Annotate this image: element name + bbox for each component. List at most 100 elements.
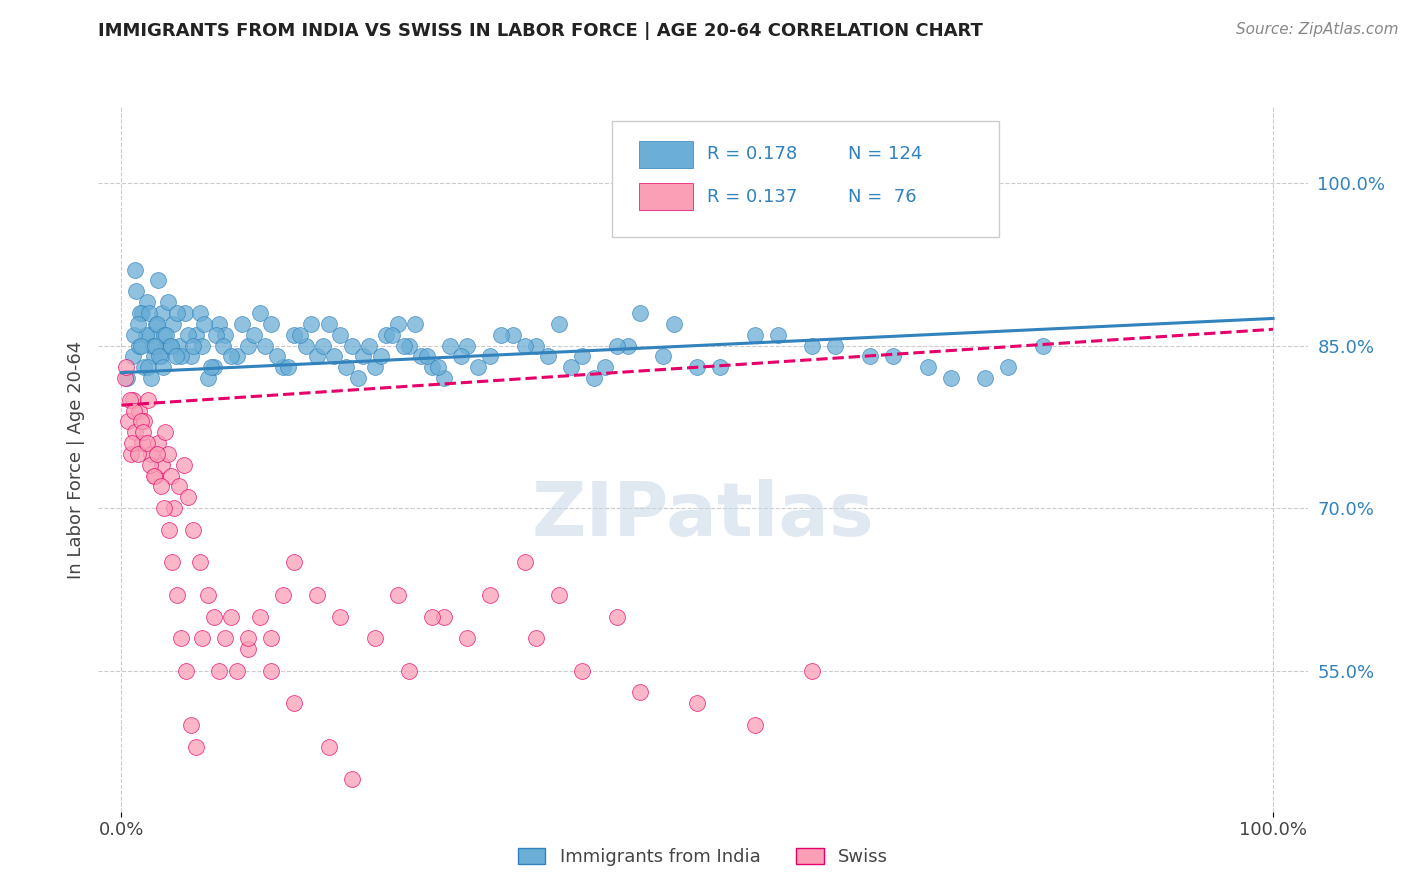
Point	[524, 338, 547, 352]
Point	[939, 371, 962, 385]
Text: ZIPatlas: ZIPatlas	[531, 479, 875, 552]
Point	[202, 609, 225, 624]
Point	[243, 327, 266, 342]
Point	[136, 360, 159, 375]
Point	[188, 306, 211, 320]
Point	[128, 403, 150, 417]
Point	[398, 664, 420, 678]
Point	[165, 350, 187, 364]
Point	[139, 327, 162, 342]
Point	[236, 642, 259, 657]
Point	[191, 632, 214, 646]
Point	[260, 317, 283, 331]
Point	[177, 491, 200, 505]
Point	[415, 350, 437, 364]
Point	[381, 327, 404, 342]
Point	[180, 350, 202, 364]
Point	[134, 360, 156, 375]
Point	[1032, 338, 1054, 352]
Point	[335, 360, 357, 375]
Point	[122, 350, 145, 364]
Point	[352, 350, 374, 364]
Point	[205, 327, 228, 342]
Point	[318, 317, 340, 331]
Point	[370, 350, 392, 364]
Point	[524, 632, 547, 646]
Point	[606, 609, 628, 624]
Point	[214, 327, 236, 342]
Point	[266, 350, 288, 364]
Point	[153, 327, 176, 342]
Point	[162, 317, 184, 331]
Point	[277, 360, 299, 375]
Point	[318, 739, 340, 754]
Point	[606, 338, 628, 352]
Point	[121, 436, 143, 450]
Point	[160, 468, 183, 483]
Point	[181, 338, 204, 352]
Point	[132, 425, 155, 440]
Point	[398, 338, 420, 352]
Point	[249, 609, 271, 624]
Point	[628, 685, 651, 699]
Point	[571, 350, 593, 364]
Point	[160, 338, 183, 352]
Point	[536, 350, 558, 364]
Point	[283, 696, 305, 710]
Point	[404, 317, 426, 331]
Point	[450, 350, 472, 364]
Point	[188, 555, 211, 569]
Point	[283, 327, 305, 342]
Point	[200, 360, 222, 375]
Point	[744, 327, 766, 342]
Point	[433, 609, 456, 624]
Point	[127, 317, 149, 331]
Point	[124, 425, 146, 440]
Point	[236, 632, 259, 646]
Point	[149, 479, 172, 493]
Point	[131, 306, 153, 320]
Point	[617, 338, 640, 352]
Point	[202, 360, 225, 375]
Point	[155, 338, 177, 352]
Point	[859, 350, 882, 364]
Point	[173, 306, 195, 320]
Point	[124, 262, 146, 277]
Point	[152, 360, 174, 375]
Point	[155, 327, 177, 342]
Point	[142, 350, 165, 364]
Point	[125, 285, 148, 299]
Point	[340, 772, 363, 787]
Point	[155, 425, 177, 440]
Point	[271, 360, 294, 375]
Point	[824, 338, 846, 352]
Point	[180, 718, 202, 732]
Point	[271, 588, 294, 602]
Text: Source: ZipAtlas.com: Source: ZipAtlas.com	[1236, 22, 1399, 37]
Point	[146, 317, 169, 331]
Point	[478, 588, 501, 602]
Point	[134, 414, 156, 428]
Point	[917, 360, 939, 375]
Point	[166, 306, 188, 320]
Y-axis label: In Labor Force | Age 20-64: In Labor Force | Age 20-64	[66, 340, 84, 579]
Point	[254, 338, 277, 352]
Point	[208, 664, 231, 678]
Point	[387, 588, 409, 602]
Point	[409, 350, 432, 364]
Point	[128, 338, 150, 352]
Text: R = 0.137: R = 0.137	[707, 187, 797, 205]
Point	[456, 632, 478, 646]
Text: N = 124: N = 124	[848, 145, 922, 163]
Point	[427, 360, 450, 375]
Point	[143, 468, 166, 483]
Point	[456, 338, 478, 352]
Text: R = 0.178: R = 0.178	[707, 145, 797, 163]
Point	[136, 392, 159, 407]
Point	[307, 350, 329, 364]
Point	[170, 632, 193, 646]
Point	[801, 338, 824, 352]
Point	[422, 360, 444, 375]
Point	[141, 447, 163, 461]
Point	[149, 350, 172, 364]
